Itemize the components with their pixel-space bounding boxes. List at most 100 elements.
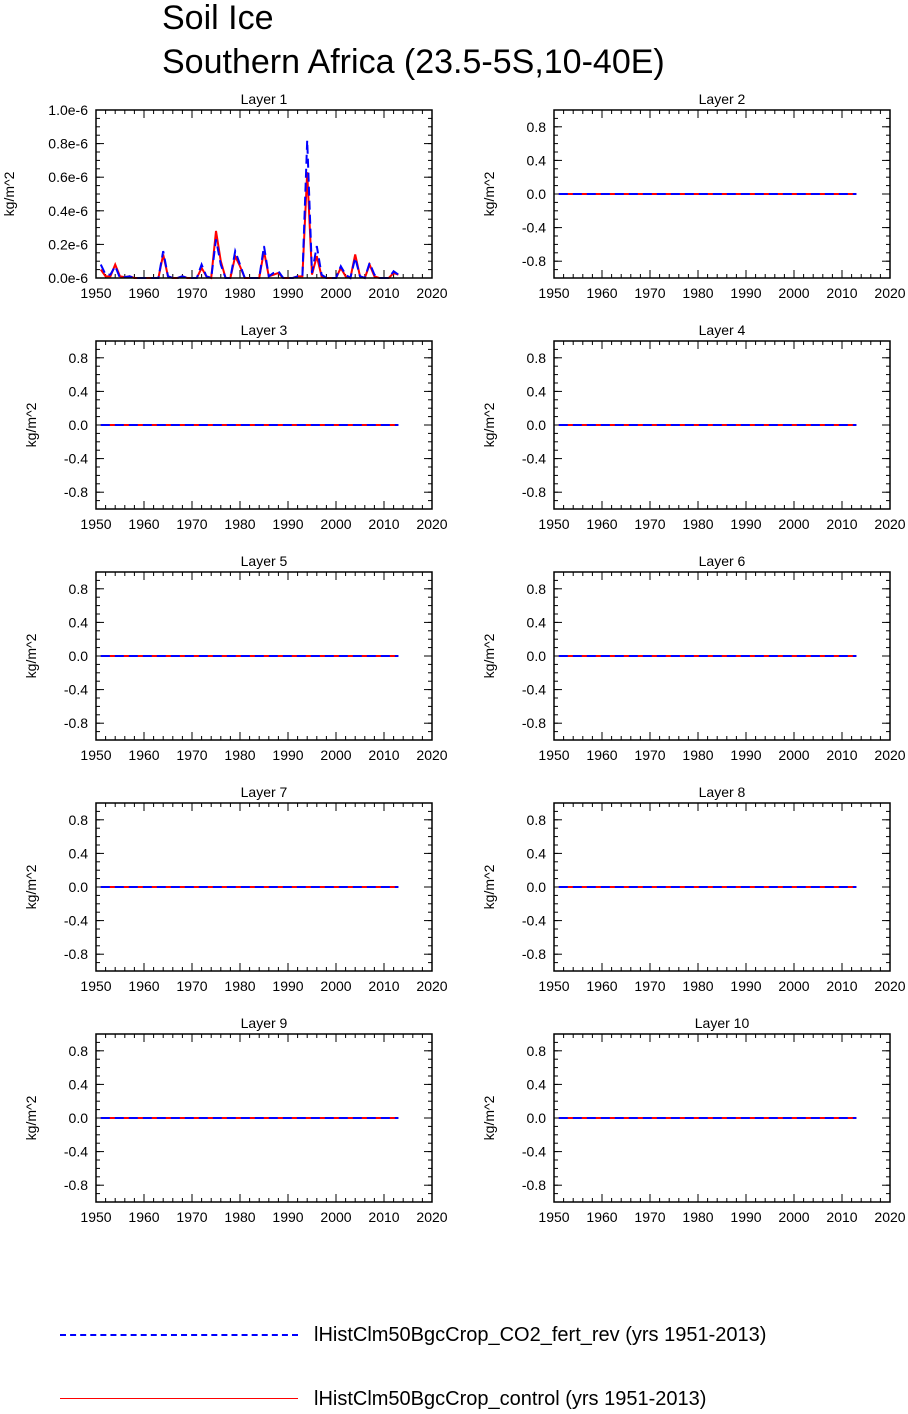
plot-frame — [95, 1033, 433, 1203]
panel-title: Layer 5 — [241, 553, 288, 569]
y-tick-label: 1.0e-6 — [48, 102, 88, 118]
x-tick-label: 2010 — [826, 978, 857, 994]
plot-frame — [553, 571, 891, 741]
x-tick-label: 1990 — [272, 285, 303, 301]
x-tick-label: 1980 — [682, 1209, 713, 1225]
x-tick-label: 2020 — [416, 285, 447, 301]
plot-frame — [95, 340, 433, 510]
y-tick-label: 0.8 — [527, 350, 547, 366]
y-tick-label: 0.8 — [69, 812, 89, 828]
y-tick-label: -0.4 — [64, 682, 88, 698]
y-tick-label: 0.4 — [69, 1076, 89, 1092]
y-tick-label: 0.4 — [527, 1076, 547, 1092]
plot-frame — [95, 802, 433, 972]
y-axis-label: kg/m^2 — [481, 864, 497, 909]
y-tick-label: 0.8e-6 — [48, 136, 88, 152]
x-tick-label: 1960 — [128, 978, 159, 994]
x-tick-label: 2010 — [826, 516, 857, 532]
panel-9: Layer 9 1950 1960 1970 1980 1990 2000 2010 2020 -… — [23, 1015, 448, 1225]
x-tick-label: 1980 — [682, 516, 713, 532]
panel-title: Layer 10 — [695, 1015, 750, 1031]
x-tick-label: 1950 — [538, 978, 569, 994]
plot-frame — [95, 571, 433, 741]
y-axis-label: kg/m^2 — [23, 864, 39, 909]
y-tick-label: 0.4e-6 — [48, 203, 88, 219]
x-tick-label: 1980 — [224, 516, 255, 532]
x-tick-label: 1970 — [176, 1209, 207, 1225]
x-tick-label: 1950 — [538, 1209, 569, 1225]
x-tick-label: 1950 — [538, 516, 569, 532]
panel-grid: Layer 1 1950 1960 1970 1980 1990 2000 2010 2020 0… — [1, 91, 906, 1225]
y-tick-label: -0.8 — [522, 1177, 546, 1193]
y-tick-label: 0.8 — [527, 119, 547, 135]
y-tick-label: 0.4 — [527, 152, 547, 168]
x-tick-label: 2000 — [778, 747, 809, 763]
panel-2: Layer 2 1950 1960 1970 1980 1990 2000 2010 2020 -… — [481, 91, 906, 301]
y-tick-label: 0.0e-6 — [48, 270, 88, 286]
x-tick-label: 2020 — [874, 285, 905, 301]
x-tick-label: 1990 — [730, 285, 761, 301]
x-tick-label: 2010 — [368, 978, 399, 994]
chart-subtitle: Southern Africa (23.5-5S,10-40E) — [162, 43, 665, 81]
x-tick-label: 2020 — [874, 1209, 905, 1225]
y-tick-label: 0.8 — [527, 1043, 547, 1059]
panel-title: Layer 6 — [699, 553, 746, 569]
x-tick-label: 1950 — [80, 747, 111, 763]
x-tick-label: 1960 — [586, 516, 617, 532]
x-tick-label: 1990 — [272, 516, 303, 532]
x-tick-label: 2010 — [826, 747, 857, 763]
x-tick-label: 1980 — [224, 747, 255, 763]
x-tick-label: 1970 — [176, 516, 207, 532]
x-tick-label: 1960 — [128, 516, 159, 532]
x-tick-label: 2010 — [826, 1209, 857, 1225]
x-tick-label: 1970 — [634, 285, 665, 301]
y-tick-label: 0.0 — [527, 1110, 547, 1126]
y-tick-label: 0.8 — [69, 581, 89, 597]
y-tick-label: -0.4 — [64, 1144, 88, 1160]
x-tick-label: 1960 — [128, 747, 159, 763]
y-tick-label: -0.8 — [522, 253, 546, 269]
legend-label: lHistClm50BgcCrop_CO2_fert_rev (yrs 1951… — [314, 1324, 767, 1346]
x-tick-label: 1990 — [730, 516, 761, 532]
x-tick-label: 1970 — [176, 747, 207, 763]
y-tick-label: 0.4 — [527, 845, 547, 861]
panel-title: Layer 2 — [699, 91, 746, 107]
x-tick-label: 2000 — [778, 516, 809, 532]
y-tick-label: -0.8 — [64, 715, 88, 731]
x-tick-label: 2020 — [416, 747, 447, 763]
panel-5: Layer 5 1950 1960 1970 1980 1990 2000 2010 2020 -… — [23, 553, 448, 763]
x-tick-label: 1960 — [586, 285, 617, 301]
x-tick-label: 2000 — [320, 516, 351, 532]
x-tick-label: 2000 — [320, 747, 351, 763]
y-axis-label: kg/m^2 — [481, 171, 497, 216]
x-tick-label: 2000 — [320, 1209, 351, 1225]
y-tick-label: -0.8 — [522, 946, 546, 962]
x-tick-label: 1990 — [730, 747, 761, 763]
y-tick-label: 0.0 — [69, 648, 89, 664]
y-tick-label: -0.4 — [64, 451, 88, 467]
y-tick-label: -0.4 — [522, 1144, 546, 1160]
y-tick-label: 0.0 — [69, 879, 89, 895]
x-tick-label: 1970 — [634, 1209, 665, 1225]
x-tick-label: 2010 — [368, 285, 399, 301]
x-tick-label: 1990 — [272, 1209, 303, 1225]
panel-title: Layer 7 — [241, 784, 288, 800]
panel-title: Layer 1 — [241, 91, 288, 107]
y-tick-label: 0.0 — [527, 417, 547, 433]
legend-swatch-dashed-blue — [60, 1334, 298, 1336]
y-tick-label: 0.0 — [69, 1110, 89, 1126]
panel-1: Layer 1 1950 1960 1970 1980 1990 2000 2010 2020 0… — [1, 91, 448, 301]
y-tick-label: -0.4 — [522, 913, 546, 929]
x-tick-label: 1950 — [80, 978, 111, 994]
y-tick-label: -0.4 — [522, 451, 546, 467]
x-tick-label: 2010 — [368, 516, 399, 532]
y-tick-label: -0.8 — [64, 1177, 88, 1193]
x-tick-label: 1950 — [538, 285, 569, 301]
y-axis-label: kg/m^2 — [23, 402, 39, 447]
x-tick-label: 2020 — [874, 516, 905, 532]
legend-swatch-solid-red — [60, 1398, 298, 1399]
x-tick-label: 1950 — [80, 516, 111, 532]
y-tick-label: 0.0 — [527, 186, 547, 202]
y-axis-label: kg/m^2 — [481, 1095, 497, 1140]
x-tick-label: 1980 — [682, 747, 713, 763]
